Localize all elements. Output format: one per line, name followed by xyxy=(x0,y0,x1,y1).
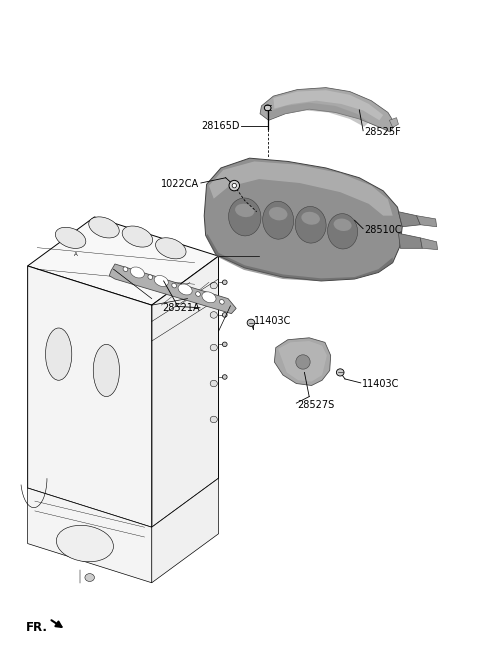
Ellipse shape xyxy=(247,319,255,327)
Polygon shape xyxy=(275,338,331,386)
Polygon shape xyxy=(420,238,438,250)
Ellipse shape xyxy=(210,282,217,289)
Polygon shape xyxy=(152,478,218,583)
Ellipse shape xyxy=(122,226,153,247)
Polygon shape xyxy=(28,266,152,527)
Ellipse shape xyxy=(154,276,168,287)
Ellipse shape xyxy=(301,212,320,225)
Ellipse shape xyxy=(210,312,217,318)
Ellipse shape xyxy=(210,344,217,351)
Ellipse shape xyxy=(327,214,358,249)
Polygon shape xyxy=(417,216,437,227)
Polygon shape xyxy=(398,212,420,227)
Ellipse shape xyxy=(123,267,128,272)
Ellipse shape xyxy=(172,283,177,288)
Polygon shape xyxy=(152,256,218,527)
Text: 28527S: 28527S xyxy=(297,400,335,410)
Ellipse shape xyxy=(156,237,186,259)
Polygon shape xyxy=(260,88,395,132)
Ellipse shape xyxy=(295,207,326,243)
Ellipse shape xyxy=(334,218,351,231)
Polygon shape xyxy=(278,341,327,382)
Ellipse shape xyxy=(232,183,237,188)
Ellipse shape xyxy=(222,342,227,346)
Ellipse shape xyxy=(219,300,224,304)
Ellipse shape xyxy=(55,227,86,249)
Ellipse shape xyxy=(222,375,227,379)
Text: 28521A: 28521A xyxy=(162,304,199,314)
Polygon shape xyxy=(274,91,383,120)
Polygon shape xyxy=(205,234,393,281)
Polygon shape xyxy=(266,102,369,127)
Text: 28510C: 28510C xyxy=(364,225,402,235)
Ellipse shape xyxy=(235,204,254,217)
Text: FR.: FR. xyxy=(26,621,48,634)
Polygon shape xyxy=(204,158,402,281)
Ellipse shape xyxy=(264,105,271,111)
Ellipse shape xyxy=(89,217,119,238)
Text: 28525F: 28525F xyxy=(364,127,401,137)
Text: A: A xyxy=(73,252,77,256)
Ellipse shape xyxy=(296,355,310,369)
Polygon shape xyxy=(389,117,398,127)
Ellipse shape xyxy=(131,267,144,278)
Polygon shape xyxy=(109,264,236,314)
Text: 11403C: 11403C xyxy=(362,379,399,388)
Ellipse shape xyxy=(336,369,344,376)
Ellipse shape xyxy=(229,180,240,191)
Polygon shape xyxy=(28,217,218,305)
Polygon shape xyxy=(398,234,422,249)
Ellipse shape xyxy=(196,292,200,297)
Ellipse shape xyxy=(263,201,294,239)
Ellipse shape xyxy=(269,207,288,220)
Ellipse shape xyxy=(210,380,217,387)
Text: 28165D: 28165D xyxy=(202,121,240,131)
Ellipse shape xyxy=(210,416,217,422)
Text: 11403C: 11403C xyxy=(254,316,292,327)
Ellipse shape xyxy=(148,275,153,279)
Ellipse shape xyxy=(202,292,216,303)
Polygon shape xyxy=(28,488,152,583)
Ellipse shape xyxy=(56,525,113,562)
Ellipse shape xyxy=(228,198,261,236)
Ellipse shape xyxy=(85,573,95,581)
Ellipse shape xyxy=(46,328,72,380)
Ellipse shape xyxy=(178,284,192,295)
Polygon shape xyxy=(209,161,393,216)
Text: 1022CA: 1022CA xyxy=(161,179,199,190)
Ellipse shape xyxy=(222,280,227,285)
Ellipse shape xyxy=(93,344,120,397)
Ellipse shape xyxy=(222,313,227,318)
